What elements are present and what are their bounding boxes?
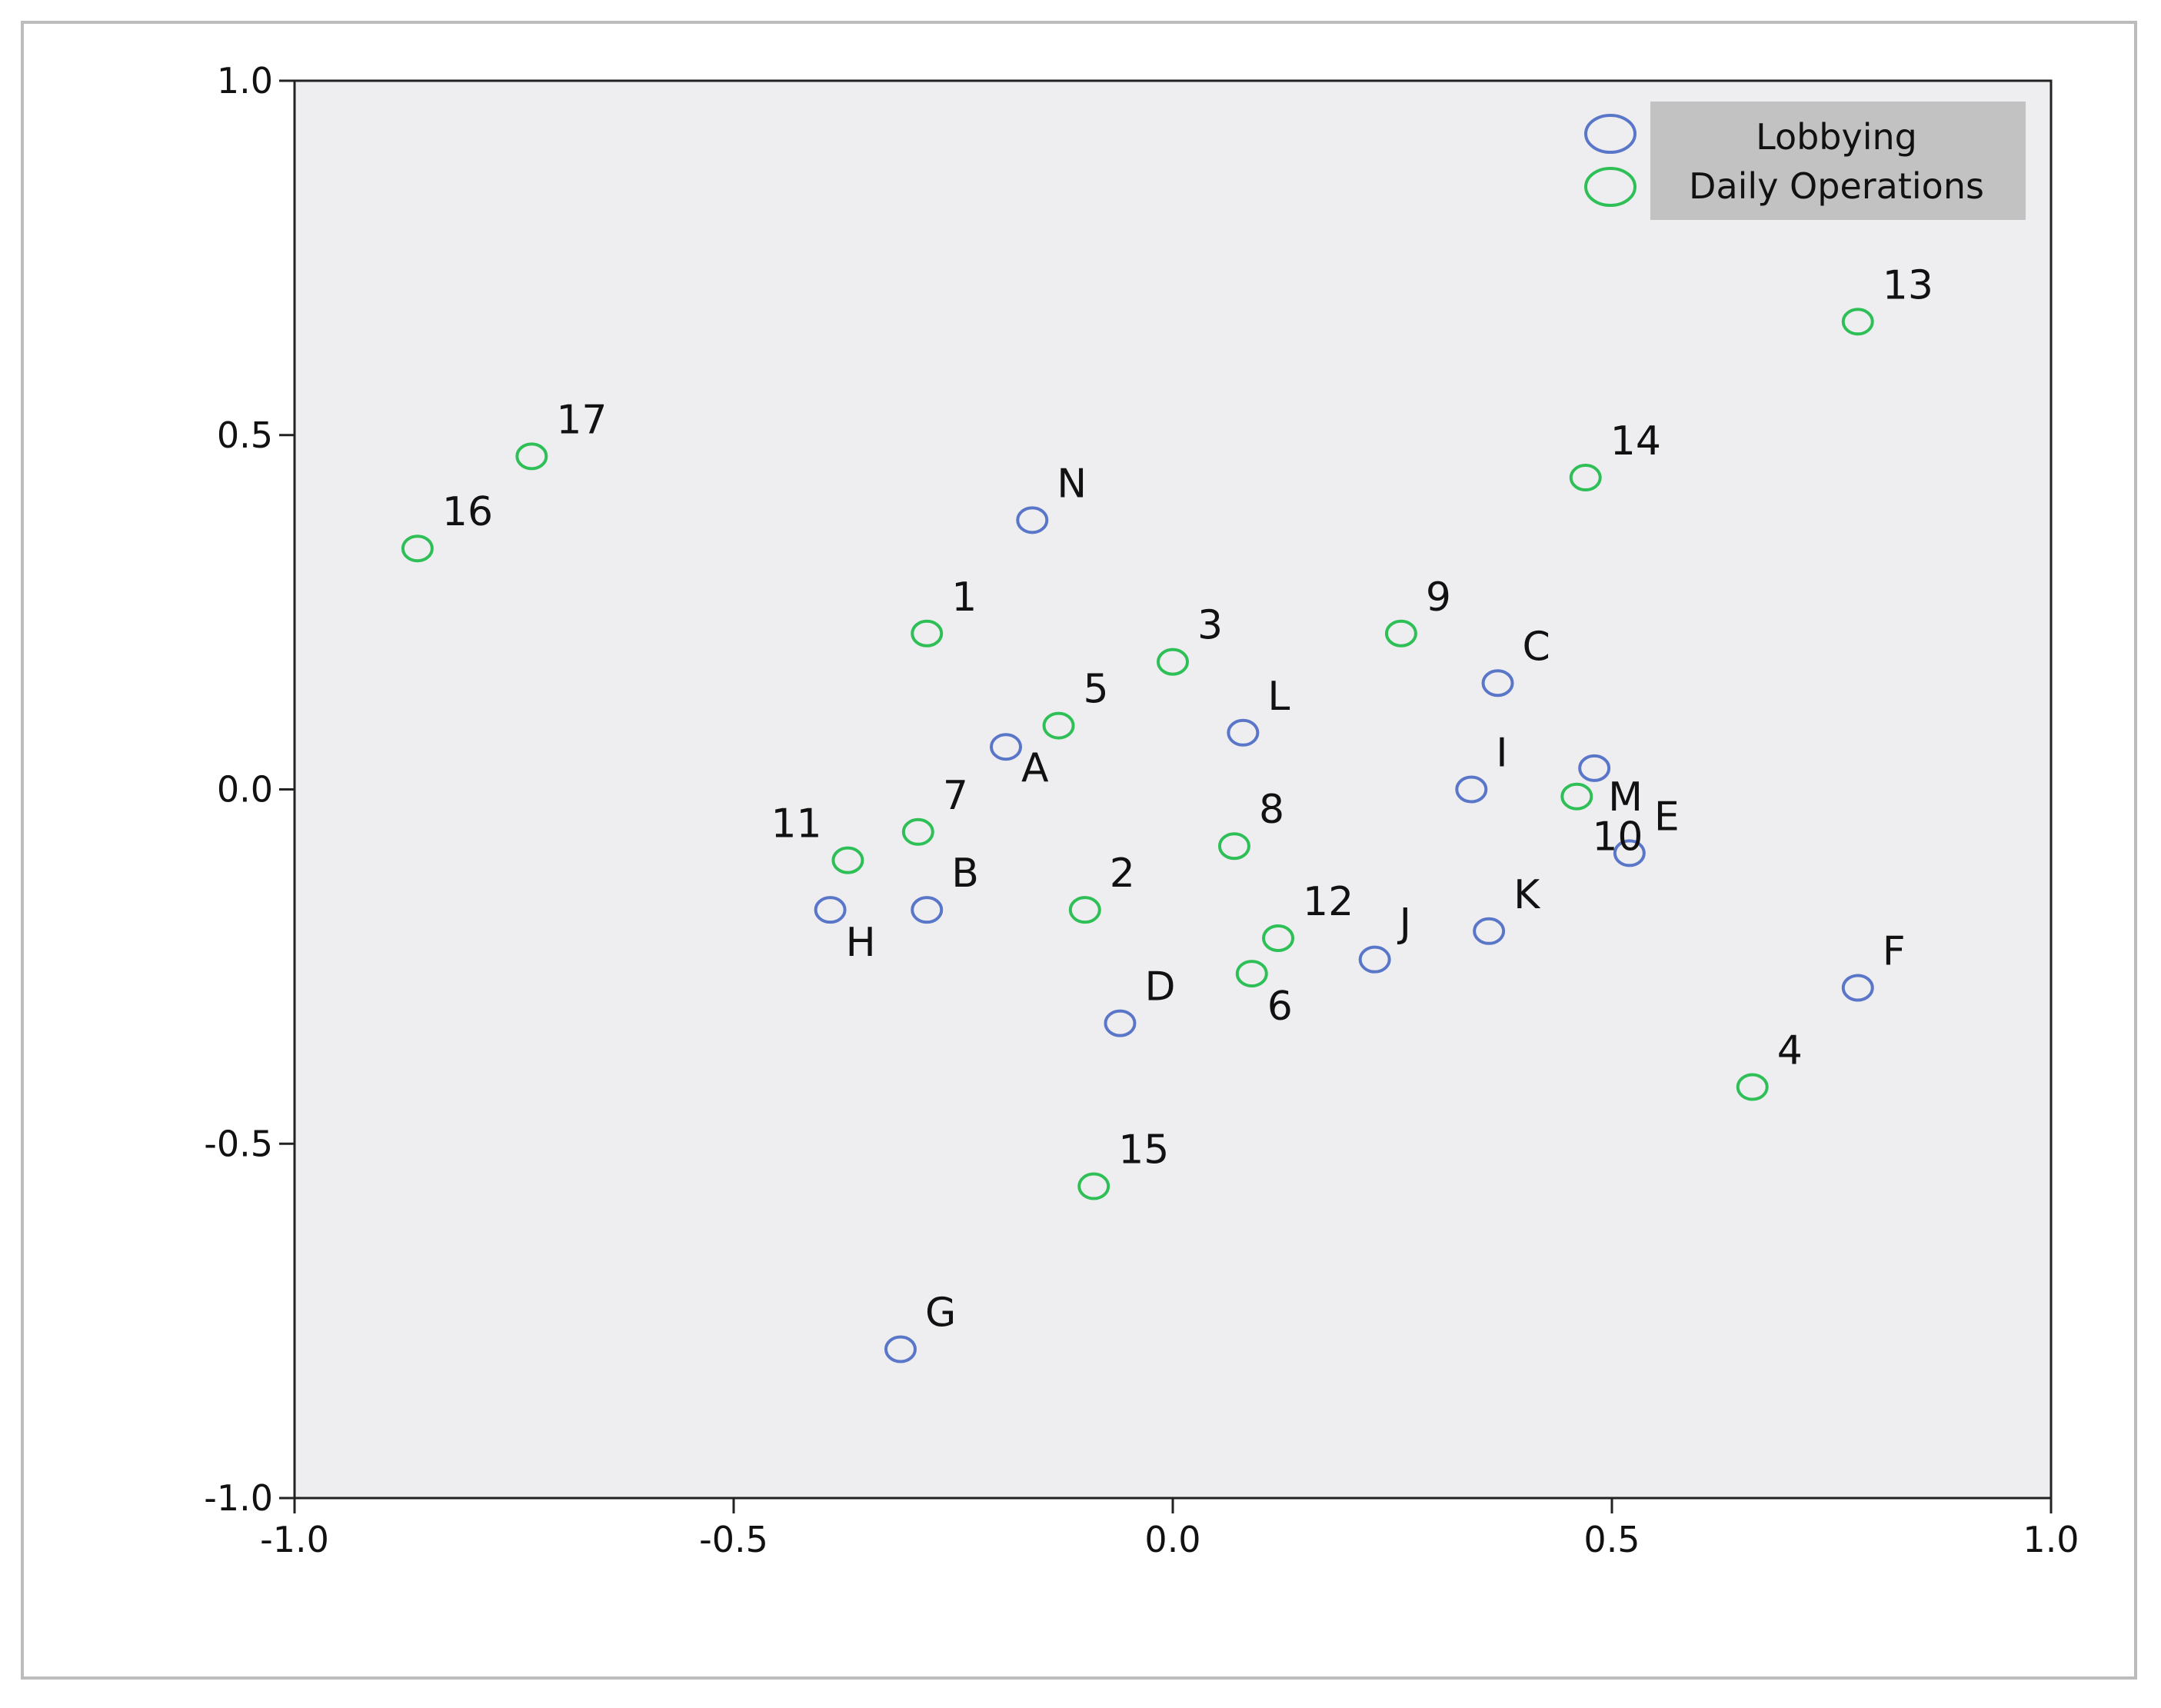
data-point-6 <box>1235 960 1268 988</box>
data-point-l <box>1227 718 1260 747</box>
plot-area <box>293 79 2053 1500</box>
point-label-e: E <box>1654 794 1680 840</box>
x-tick-label: -0.5 <box>699 1519 768 1560</box>
legend: Lobbying Daily Operations <box>1584 102 2026 220</box>
point-label-17: 17 <box>556 397 607 443</box>
data-point-k <box>1473 917 1506 945</box>
x-tick-label: 1.0 <box>2023 1519 2079 1560</box>
point-label-n: N <box>1057 461 1087 507</box>
point-label-i: I <box>1496 731 1507 777</box>
data-point-a <box>990 733 1023 761</box>
x-tick-label: 0.0 <box>1144 1519 1200 1560</box>
point-label-16: 16 <box>442 489 493 535</box>
point-label-j: J <box>1397 901 1411 947</box>
legend-marker-daily-operations <box>1584 167 1637 207</box>
point-label-6: 6 <box>1267 984 1293 1030</box>
data-point-d <box>1104 1009 1137 1037</box>
data-point-m <box>1578 754 1611 782</box>
data-point-i <box>1455 775 1488 804</box>
point-label-h: H <box>846 920 876 966</box>
data-point-15 <box>1077 1172 1110 1200</box>
x-axis: -1.0 -0.5 0.0 0.5 1.0 <box>260 1498 2079 1560</box>
data-point-3 <box>1157 648 1189 676</box>
y-tick-label: -1.0 <box>204 1477 273 1519</box>
point-label-13: 13 <box>1883 262 1933 308</box>
point-label-15: 15 <box>1118 1127 1169 1174</box>
data-point-17 <box>515 442 548 471</box>
point-label-4: 4 <box>1777 1028 1803 1074</box>
point-label-11: 11 <box>771 801 821 847</box>
x-tick-label: 0.5 <box>1583 1519 1640 1560</box>
legend-marker-lobbying <box>1584 114 1637 154</box>
point-label-c: C <box>1523 624 1550 670</box>
y-tick-label: 0.5 <box>217 415 273 456</box>
point-label-7: 7 <box>943 773 968 819</box>
point-label-l: L <box>1267 674 1290 720</box>
legend-box <box>1650 102 2026 220</box>
data-point-f <box>1841 974 1874 1002</box>
data-point-c <box>1481 669 1514 698</box>
point-label-8: 8 <box>1259 787 1284 833</box>
point-label-3: 3 <box>1197 603 1223 649</box>
data-point-16 <box>401 534 434 563</box>
data-point-b <box>911 896 944 924</box>
point-label-2: 2 <box>1110 851 1135 897</box>
y-tick-label: -0.5 <box>204 1123 273 1164</box>
data-point-12 <box>1262 924 1295 953</box>
data-point-8 <box>1217 832 1250 861</box>
point-label-g: G <box>925 1290 956 1336</box>
data-point-4 <box>1736 1073 1769 1101</box>
data-point-14 <box>1569 464 1602 492</box>
data-point-g <box>884 1335 917 1363</box>
y-tick-label: 1.0 <box>217 60 273 102</box>
y-axis: -1.0 -0.5 0.0 0.5 1.0 <box>204 60 295 1519</box>
data-point-9 <box>1384 619 1417 648</box>
data-point-e <box>1613 839 1646 867</box>
data-point-13 <box>1841 308 1874 336</box>
data-points <box>401 308 1874 1363</box>
data-point-7 <box>901 817 934 846</box>
point-label-f: F <box>1883 929 1906 975</box>
data-point-n <box>1016 506 1049 534</box>
legend-label-daily-operations: Daily Operations <box>1689 165 1984 207</box>
point-label-m: M <box>1608 774 1643 821</box>
data-point-5 <box>1042 711 1075 740</box>
data-point-11 <box>831 846 864 874</box>
point-label-b: B <box>951 851 979 897</box>
data-point-2 <box>1068 896 1101 924</box>
x-tick-label: -1.0 <box>260 1519 329 1560</box>
data-point-10 <box>1560 782 1593 811</box>
point-label-14: 14 <box>1610 418 1661 464</box>
point-label-12: 12 <box>1303 879 1354 925</box>
point-label-9: 9 <box>1426 574 1451 621</box>
point-label-d: D <box>1144 964 1175 1010</box>
point-label-5: 5 <box>1084 667 1109 713</box>
legend-label-lobbying: Lobbying <box>1756 116 1917 158</box>
point-label-10: 10 <box>1592 814 1643 861</box>
data-point-j <box>1358 945 1391 974</box>
y-tick-label: 0.0 <box>217 769 273 811</box>
point-label-k: K <box>1513 872 1541 918</box>
point-label-a: A <box>1021 745 1049 791</box>
data-point-h <box>814 896 847 924</box>
point-label-1: 1 <box>951 574 977 621</box>
data-point-1 <box>911 619 944 648</box>
